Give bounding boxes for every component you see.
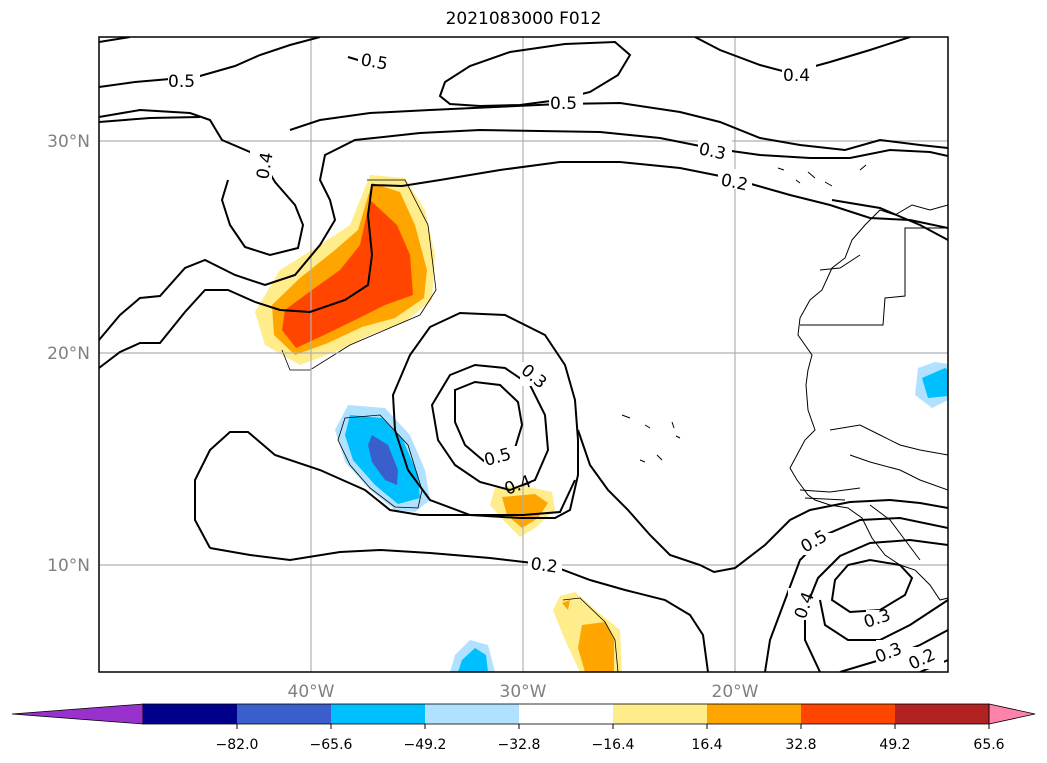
contour-label: 0.4 xyxy=(783,66,810,86)
contour-label: 0.5 xyxy=(168,72,195,92)
colorbar-tick-label: −16.4 xyxy=(592,737,635,753)
shaded-field-positive-south xyxy=(553,592,622,672)
colorbar-segment xyxy=(331,704,426,724)
colorbar-tick-label: −49.2 xyxy=(404,737,447,753)
lon-label: 20°W xyxy=(712,682,759,702)
colorbar-segment xyxy=(801,704,896,724)
map-area xyxy=(99,37,948,672)
lon-label: 30°W xyxy=(500,682,547,702)
colorbar-segment xyxy=(237,704,332,724)
contour-label: 0.4 xyxy=(253,151,277,181)
contour-lines xyxy=(99,37,948,672)
colorbar-frame xyxy=(142,703,990,725)
gridlines xyxy=(99,37,948,672)
shaded-field-positive-north xyxy=(255,175,437,371)
lat-label: 10°N xyxy=(47,556,90,576)
contour-label: 0.2 xyxy=(719,170,750,195)
lat-label: 30°N xyxy=(47,132,90,152)
contour-labels: 0.5 0.5 0.5 0.4 0.4 0.3 0.2 0.3 0.5 0.4 … xyxy=(168,48,944,675)
shaded-field-negative-south xyxy=(450,640,495,672)
coastline xyxy=(621,164,948,601)
colorbar-segment xyxy=(519,704,614,724)
colorbar-segment xyxy=(143,704,238,724)
shaded-field-negative-west xyxy=(335,405,430,512)
shaded-field-negative-east xyxy=(915,362,948,408)
colorbar-tick-label: 49.2 xyxy=(879,737,910,753)
colorbar-tick-label: −82.0 xyxy=(216,737,259,753)
colorbar-segment xyxy=(425,704,520,724)
map-frame xyxy=(98,36,949,673)
colorbar-segment xyxy=(895,704,990,724)
colorbar-segment xyxy=(707,704,802,724)
contour-label: 0.2 xyxy=(529,554,559,578)
lon-label: 40°W xyxy=(288,682,335,702)
map-title: 2021083000 F012 xyxy=(445,9,602,29)
colorbar-tick-label: −32.8 xyxy=(498,737,541,753)
lat-label: 20°N xyxy=(47,344,90,364)
colorbar-tick-label: −65.6 xyxy=(310,737,353,753)
contour-label: 0.3 xyxy=(697,139,728,164)
axis-labels: 30°N 20°N 10°N 40°W 30°W 20°W xyxy=(47,132,759,702)
colorbar-tick-label: 16.4 xyxy=(691,737,722,753)
colorbar-extend-max xyxy=(988,703,1036,725)
colorbar-tick-label: 32.8 xyxy=(785,737,816,753)
colorbar-tick-label: 65.6 xyxy=(973,737,1004,753)
colorbar: −82.0 −65.6 −49.2 −32.8 −16.4 16.4 32.8 49.2 65.… xyxy=(11,703,1036,753)
colorbar-extend-min xyxy=(11,703,144,725)
contour-label: 0.5 xyxy=(550,94,577,114)
contour-label: 0.5 xyxy=(359,50,389,74)
colorbar-segment xyxy=(613,704,708,724)
